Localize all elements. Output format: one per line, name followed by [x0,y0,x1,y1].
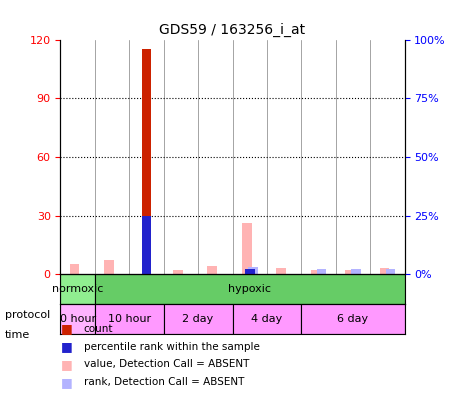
Text: 4 day: 4 day [251,314,283,324]
Text: ■: ■ [60,340,72,353]
Text: rank, Detection Call = ABSENT: rank, Detection Call = ABSENT [84,377,244,387]
Title: GDS59 / 163256_i_at: GDS59 / 163256_i_at [159,23,306,37]
Text: 10 hour: 10 hour [108,314,151,324]
Bar [317,269,326,274]
FancyBboxPatch shape [301,304,405,335]
FancyBboxPatch shape [60,304,95,335]
Bar [70,265,80,274]
Bar [248,267,258,274]
Bar [311,270,320,274]
Text: ■: ■ [60,322,72,335]
Bar [142,50,151,274]
Text: value, Detection Call = ABSENT: value, Detection Call = ABSENT [84,359,249,369]
FancyBboxPatch shape [232,304,301,335]
FancyBboxPatch shape [164,304,232,335]
FancyBboxPatch shape [95,304,164,335]
Text: 0 hour: 0 hour [60,314,96,324]
FancyBboxPatch shape [95,274,405,304]
Text: 2 day: 2 day [182,314,214,324]
Bar [351,269,361,274]
Text: time: time [5,329,30,340]
Bar [173,270,183,274]
Bar [142,215,151,274]
Text: hypoxic: hypoxic [228,284,271,294]
Text: protocol: protocol [5,310,50,320]
Bar [207,267,217,274]
Text: percentile rank within the sample: percentile rank within the sample [84,341,259,352]
Bar [385,269,395,274]
Text: normoxic: normoxic [52,284,103,294]
Bar [245,269,254,274]
Bar [345,270,355,274]
Bar [276,268,286,274]
Bar [104,261,114,274]
Bar [379,268,389,274]
Bar [242,223,252,274]
Text: ■: ■ [60,358,72,371]
Text: 6 day: 6 day [338,314,368,324]
Text: ■: ■ [60,376,72,388]
Text: count: count [84,324,113,334]
FancyBboxPatch shape [60,274,95,304]
